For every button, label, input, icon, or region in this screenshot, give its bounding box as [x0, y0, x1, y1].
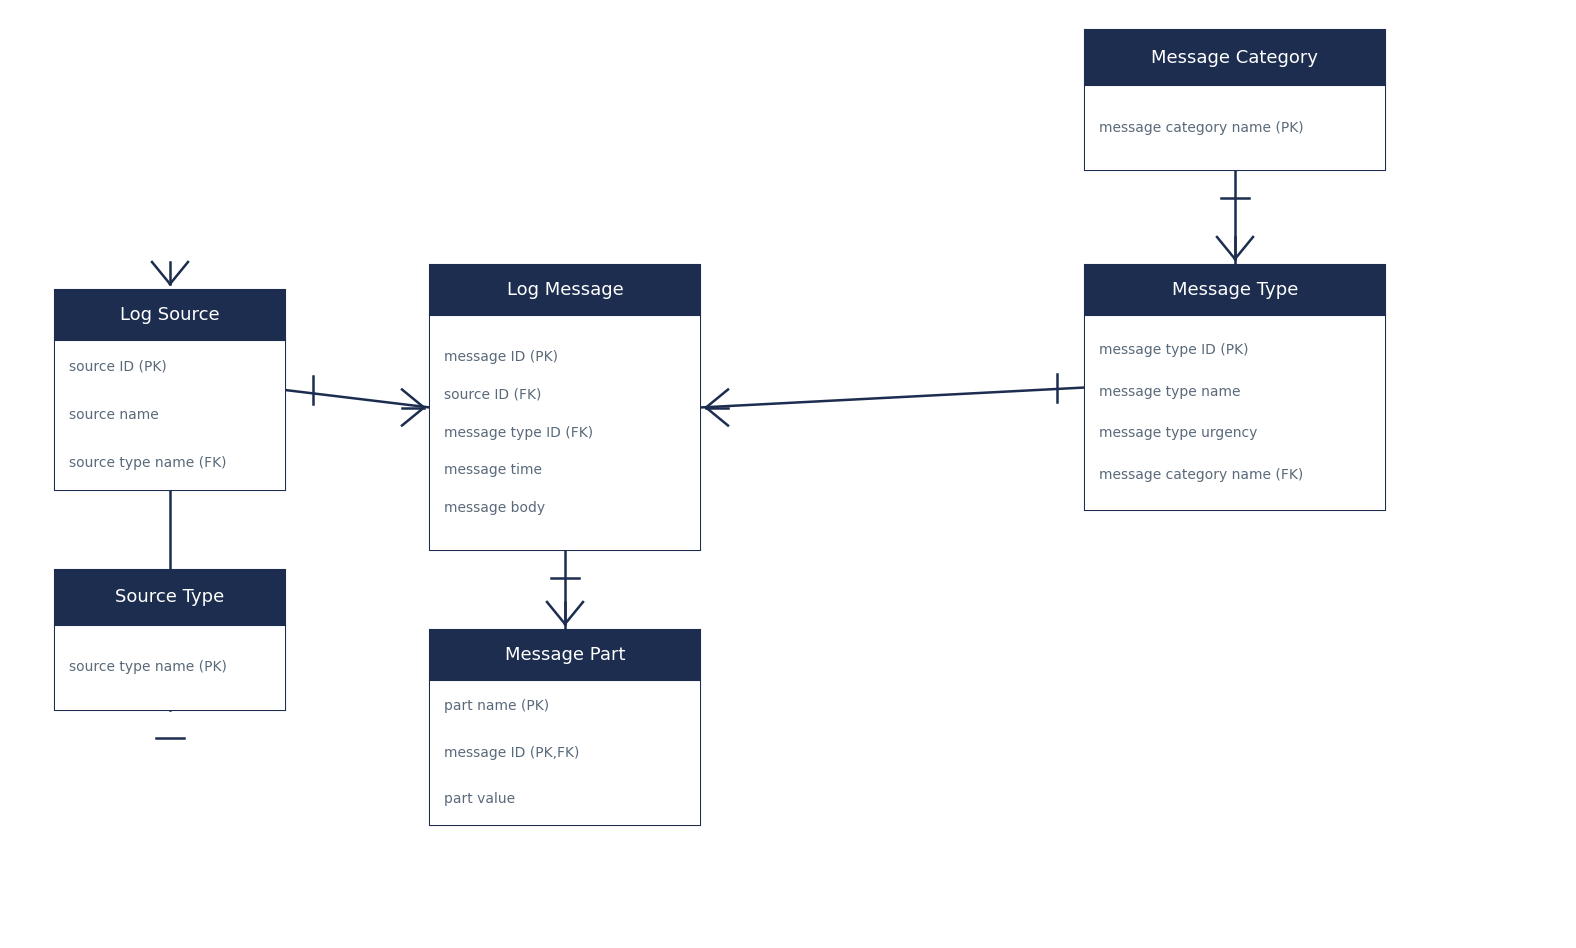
Bar [1084, 265, 1385, 510]
Bar [55, 570, 285, 625]
Text: source ID (PK): source ID (PK) [69, 360, 167, 374]
Bar [55, 570, 285, 710]
Bar [55, 290, 285, 490]
Text: source type name (FK): source type name (FK) [69, 456, 227, 470]
Text: message type name: message type name [1098, 385, 1240, 399]
Bar [430, 630, 700, 680]
Bar [430, 265, 700, 550]
Bar [1084, 315, 1385, 510]
Bar [430, 630, 700, 825]
Bar [430, 315, 700, 550]
Bar [1084, 85, 1385, 170]
Text: message category name (FK): message category name (FK) [1098, 468, 1303, 482]
Bar [1084, 30, 1385, 85]
Text: part value: part value [444, 792, 515, 806]
Bar [430, 265, 700, 315]
Bar [55, 625, 285, 710]
Text: Message Part: Message Part [504, 646, 626, 664]
Text: message ID (PK): message ID (PK) [444, 351, 558, 364]
Text: Message Category: Message Category [1152, 48, 1319, 66]
Bar [1084, 265, 1385, 315]
Bar [1084, 30, 1385, 170]
Text: message type ID (FK): message type ID (FK) [444, 426, 593, 440]
Text: message category name (PK): message category name (PK) [1098, 120, 1303, 135]
Text: source ID (FK): source ID (FK) [444, 388, 542, 402]
Text: part name (PK): part name (PK) [444, 699, 548, 713]
Text: Message Type: Message Type [1173, 281, 1299, 299]
Text: Log Source: Log Source [120, 306, 219, 324]
Text: message type ID (PK): message type ID (PK) [1098, 343, 1248, 357]
Text: message body: message body [444, 501, 545, 515]
Text: message ID (PK,FK): message ID (PK,FK) [444, 745, 580, 759]
Text: Source Type: Source Type [115, 589, 225, 607]
Bar [55, 340, 285, 490]
Text: Log Message: Log Message [506, 281, 624, 299]
Bar [430, 680, 700, 825]
Text: message time: message time [444, 464, 542, 477]
Text: message type urgency: message type urgency [1098, 427, 1258, 440]
Text: source type name (PK): source type name (PK) [69, 661, 227, 674]
Text: source name: source name [69, 408, 159, 422]
Bar [55, 290, 285, 340]
